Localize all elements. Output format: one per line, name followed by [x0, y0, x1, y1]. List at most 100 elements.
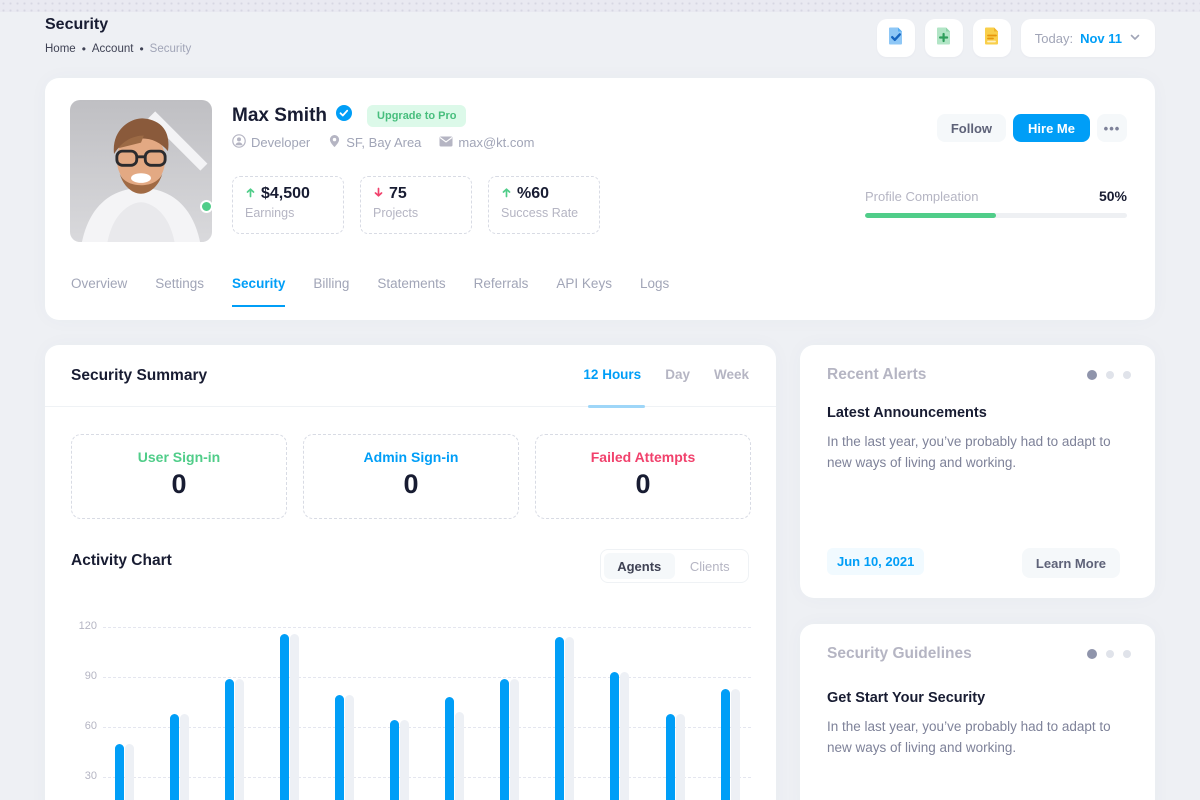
activity-bar[interactable]	[555, 637, 565, 800]
learn-more-button[interactable]: Learn More	[1021, 548, 1120, 578]
activity-chart-title: Activity Chart	[71, 552, 172, 569]
failed-attempts-stat: Failed Attempts 0	[535, 434, 751, 519]
tab-referrals[interactable]: Referrals	[473, 276, 529, 291]
file-plus-icon	[934, 26, 954, 51]
trend-up-icon	[245, 185, 256, 203]
activity-bar[interactable]	[665, 713, 675, 800]
bar-shadow	[675, 713, 685, 800]
hire-me-button[interactable]: Hire Me	[1013, 114, 1090, 142]
profile-meta: Developer SF, Bay Area max@kt.com	[232, 134, 534, 151]
tab-billing[interactable]: Billing	[313, 276, 350, 291]
tab-settings[interactable]: Settings	[155, 276, 205, 291]
alert-heading: Latest Announcements	[827, 405, 987, 421]
breadcrumb-separator: •	[139, 42, 144, 56]
stat-earnings: $4,500 Earnings	[232, 176, 344, 234]
topbar-actions: Today: Nov 11	[876, 19, 1155, 57]
file-check-icon	[886, 26, 906, 51]
completion-percent: 50%	[1098, 188, 1127, 204]
date-value: Nov 11	[1080, 30, 1122, 46]
tab-api-keys[interactable]: API Keys	[556, 276, 612, 291]
recent-alerts-card: Recent Alerts Latest Announcements In th…	[800, 345, 1155, 598]
profile-role: Developer	[232, 134, 310, 151]
period-week[interactable]: Week	[713, 367, 749, 382]
trend-down-icon	[373, 185, 384, 203]
user-icon	[232, 134, 246, 151]
carousel-dots	[1087, 649, 1131, 659]
grid-line	[103, 677, 751, 678]
avatar	[70, 100, 212, 242]
file-lines-button[interactable]	[972, 19, 1011, 57]
toggle-agents[interactable]: Agents	[604, 553, 675, 579]
user-sign-in-stat: User Sign-in 0	[71, 434, 287, 519]
active-period-underline	[588, 405, 645, 408]
y-axis-label: 120	[78, 620, 97, 632]
tab-overview[interactable]: Overview	[71, 276, 128, 291]
bar-shadow	[234, 678, 244, 800]
breadcrumb-separator: •	[81, 42, 86, 56]
carousel-dot[interactable]	[1106, 371, 1114, 379]
activity-bar[interactable]	[720, 688, 730, 800]
carousel-dot[interactable]	[1087, 370, 1097, 380]
alert-body: In the last year, you’ve probably had to…	[827, 434, 1111, 470]
toggle-clients[interactable]: Clients	[689, 558, 730, 574]
activity-bar[interactable]	[114, 743, 124, 800]
profile-card: Max Smith Upgrade to Pro Developer SF, B…	[45, 78, 1155, 320]
guidelines-heading: Get Start Your Security	[827, 690, 986, 706]
period-day[interactable]: Day	[665, 367, 690, 382]
profile-stats: $4,500 Earnings 75 Projects %60 Success …	[232, 176, 600, 234]
profile-email: max@kt.com	[439, 135, 534, 150]
grid-line	[103, 627, 751, 628]
activity-bar[interactable]	[169, 713, 179, 800]
bar-shadow	[289, 633, 299, 800]
y-axis-label: 30	[84, 770, 97, 782]
chevron-down-icon	[1129, 31, 1141, 46]
trend-up-icon	[501, 185, 512, 203]
tab-statements[interactable]: Statements	[377, 276, 446, 291]
top-scroll-strip	[0, 0, 1200, 12]
activity-bar[interactable]	[445, 697, 455, 800]
guidelines-body: In the last year, you’ve probably had to…	[827, 719, 1111, 755]
bar-shadow	[400, 720, 409, 800]
activity-bar[interactable]	[500, 678, 510, 800]
completion-fill	[865, 213, 996, 218]
grid-line	[103, 777, 751, 778]
envelope-icon	[439, 135, 453, 150]
activity-bar[interactable]	[610, 672, 620, 800]
activity-bar[interactable]	[334, 695, 344, 800]
period-12-hours[interactable]: 12 Hours	[583, 367, 642, 382]
page-title: Security	[45, 16, 109, 33]
activity-bar[interactable]	[224, 678, 234, 800]
profile-name: Max Smith	[232, 104, 328, 126]
follow-button[interactable]: Follow	[936, 114, 1007, 142]
bar-shadow	[179, 713, 189, 800]
carousel-dot[interactable]	[1123, 371, 1131, 379]
date-selector[interactable]: Today: Nov 11	[1020, 19, 1155, 57]
security-summary-card: Security Summary 12 Hours Day Week User …	[45, 345, 776, 800]
carousel-dot[interactable]	[1123, 650, 1131, 658]
grid-line	[103, 727, 751, 728]
completion-progress-bar	[865, 213, 1127, 218]
activity-bar[interactable]	[279, 633, 289, 800]
verified-badge-icon	[335, 104, 353, 127]
online-status-dot	[200, 200, 213, 213]
summary-title: Security Summary	[71, 367, 208, 384]
breadcrumb: Home • Account • Security	[45, 42, 191, 56]
more-options-button[interactable]: •••	[1097, 114, 1127, 142]
admin-sign-in-stat: Admin Sign-in 0	[303, 434, 519, 519]
tab-logs[interactable]: Logs	[639, 276, 670, 291]
tab-security[interactable]: Security	[232, 276, 286, 307]
bar-shadow	[510, 678, 520, 800]
carousel-dot[interactable]	[1106, 650, 1114, 658]
upgrade-to-pro-badge[interactable]: Upgrade to Pro	[367, 104, 467, 127]
file-check-button[interactable]	[876, 19, 915, 57]
y-axis-label: 90	[84, 670, 97, 682]
security-guidelines-title: Security Guidelines	[827, 645, 972, 662]
breadcrumb-home[interactable]: Home	[45, 43, 76, 55]
stat-success-rate: %60 Success Rate	[488, 176, 600, 234]
location-pin-icon	[328, 134, 341, 151]
breadcrumb-account[interactable]: Account	[91, 43, 134, 55]
profile-tabs: Overview Settings Security Billing State…	[71, 276, 669, 307]
carousel-dot[interactable]	[1087, 649, 1097, 659]
file-plus-button[interactable]	[924, 19, 963, 57]
activity-bar[interactable]	[390, 720, 399, 800]
